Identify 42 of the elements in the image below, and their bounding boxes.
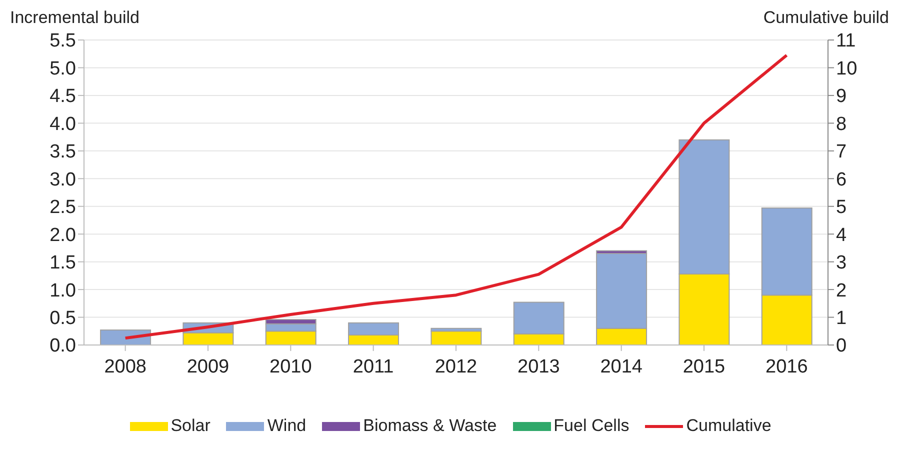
y2-tick-label: 9 (836, 86, 847, 108)
y2-tick-label: 1 (836, 308, 847, 330)
y-tick-label: 2.0 (50, 224, 76, 246)
legend-label: Biomass & Waste (363, 416, 497, 436)
y-tick-label: 1.5 (50, 252, 76, 274)
legend-label: Cumulative (686, 416, 772, 436)
y-tick-label: 0.5 (50, 308, 76, 330)
x-tick-label: 2008 (104, 356, 146, 378)
y-tick-label: 3.5 (50, 142, 76, 163)
y2-tick-label: 11 (836, 30, 856, 52)
y2-tick-label: 8 (836, 114, 847, 135)
y2-tick-label: 5 (836, 197, 847, 218)
y-tick-label: 1.0 (50, 280, 76, 302)
y-tick-label: 4.0 (50, 114, 76, 135)
y2-tick-label: 3 (836, 252, 847, 274)
bar (430, 330, 482, 345)
x-tick-label: 2011 (352, 356, 394, 378)
y-tick-label: 3.0 (50, 169, 76, 190)
legend-label: Solar (170, 416, 210, 436)
y-axis-title: Incremental build (10, 8, 140, 28)
y2-axis-title: Cumulative build (763, 8, 889, 28)
line-series (124, 54, 788, 340)
y-tick-label: 2.5 (50, 197, 76, 218)
legend-label: Wind (267, 416, 306, 436)
x-tick-label: 2013 (518, 356, 560, 378)
y-tick-label: 5.5 (50, 30, 76, 52)
y2-tick-label: 10 (836, 58, 858, 80)
x-tick-label: 2009 (186, 356, 230, 378)
y2-tick-label: 2 (836, 280, 847, 302)
x-tick-label: 2012 (434, 356, 478, 378)
x-tick-label: 2015 (682, 356, 726, 378)
x-tick-label: 2010 (270, 356, 312, 378)
y2-tick-label: 0 (836, 336, 847, 357)
legend-label: Fuel Cells (554, 416, 630, 436)
y-tick-label: 5.0 (50, 58, 76, 80)
x-tick-label: 2016 (766, 356, 808, 378)
y-tick-label: 0.0 (50, 336, 76, 357)
y2-tick-label: 6 (836, 169, 847, 190)
y2-tick-label: 7 (836, 142, 847, 163)
y2-tick-label: 4 (836, 224, 847, 246)
y-tick-label: 4.5 (50, 86, 76, 108)
x-tick-label: 2014 (600, 356, 643, 378)
